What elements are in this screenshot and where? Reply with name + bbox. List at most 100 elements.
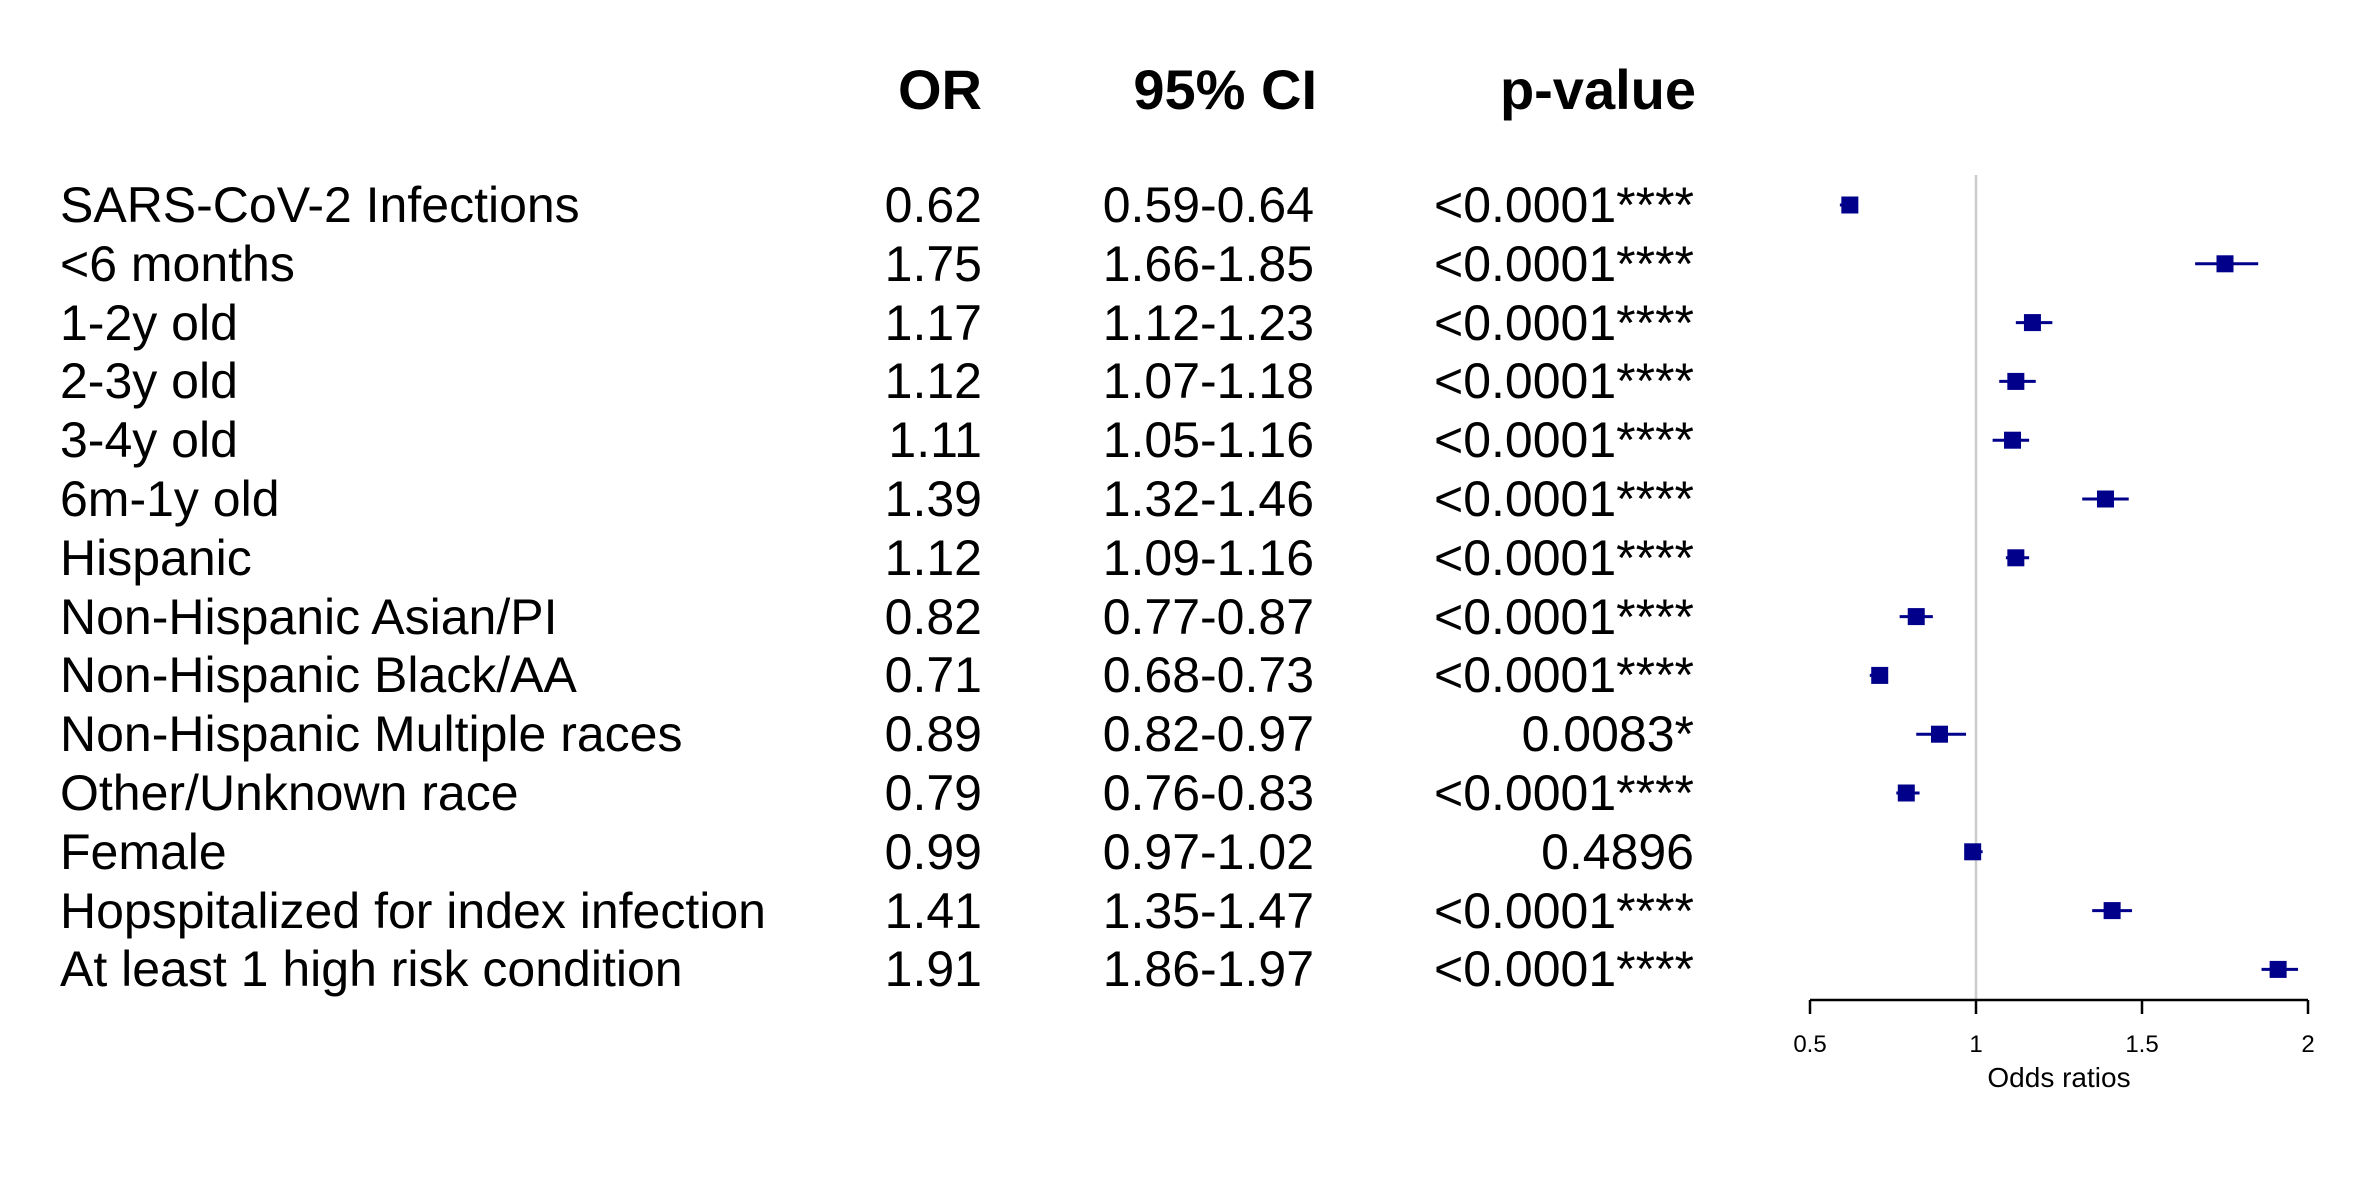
table-row: Hopspitalized for index infection 1.41 1.3… — [0, 882, 1800, 940]
row-label: 6m-1y old — [60, 471, 280, 527]
ci-value: 0.68-0.73 — [1102, 647, 1314, 704]
p-cell: 0.0083* — [1294, 705, 1694, 763]
p-cell: <0.0001**** — [1294, 764, 1694, 822]
ci-value: 1.86-1.97 — [1102, 941, 1314, 998]
p-cell: <0.0001**** — [1294, 940, 1694, 998]
ci-cell: 1.32-1.46 — [914, 470, 1314, 528]
table-row: Other/Unknown race 0.79 0.76-0.83 <0.0001**… — [0, 764, 1800, 822]
or-marker — [2007, 372, 2025, 390]
or-marker — [2007, 549, 2025, 567]
row-label: Female — [60, 823, 227, 880]
p-cell: <0.0001**** — [1294, 529, 1694, 587]
or-cell: 0.82 — [682, 588, 982, 646]
or-value: 1.91 — [884, 941, 982, 998]
row-label: <6 months — [60, 235, 295, 292]
or-cell: 1.91 — [682, 940, 982, 998]
or-cell: 0.99 — [682, 823, 982, 881]
or-marker — [1964, 843, 1982, 861]
row-label: Hopspitalized for index infection — [60, 882, 766, 939]
or-value: 0.82 — [884, 588, 982, 645]
p-cell: <0.0001**** — [1294, 411, 1694, 469]
p-value: <0.0001**** — [1434, 471, 1694, 527]
x-tick-label: 2 — [2301, 1031, 2314, 1058]
ci-cell: 1.12-1.23 — [914, 294, 1314, 352]
table-row: Non-Hispanic Black/AA 0.71 0.68-0.73 <0.000… — [0, 646, 1800, 704]
row-label: Non-Hispanic Multiple races — [60, 706, 683, 763]
row-label: 1-2y old — [60, 294, 238, 351]
p-value: <0.0001**** — [1434, 294, 1694, 351]
or-marker — [1841, 196, 1859, 214]
p-cell: <0.0001**** — [1294, 470, 1694, 528]
p-value: <0.0001**** — [1434, 588, 1694, 645]
p-cell: <0.0001**** — [1294, 882, 1694, 940]
p-value: <0.0001**** — [1434, 882, 1694, 939]
or-value: 0.89 — [884, 706, 982, 763]
or-marker — [1871, 666, 1889, 684]
ci-value: 1.05-1.16 — [1102, 412, 1314, 469]
p-value: <0.0001**** — [1434, 235, 1694, 292]
or-marker — [1897, 784, 1915, 802]
or-marker — [2269, 960, 2287, 978]
ci-value: 1.12-1.23 — [1102, 294, 1314, 351]
row-label: Other/Unknown race — [60, 765, 519, 821]
p-value: <0.0001**** — [1434, 765, 1694, 821]
or-cell: 1.17 — [682, 294, 982, 352]
ci-value: 1.07-1.18 — [1102, 353, 1314, 410]
table-row: At least 1 high risk condition 1.91 1.86-1… — [0, 940, 1800, 998]
p-cell: 0.4896 — [1294, 823, 1694, 881]
or-value: 1.11 — [888, 412, 982, 469]
header-or: OR — [898, 58, 982, 121]
row-label: 3-4y old — [60, 412, 238, 469]
or-marker — [1907, 608, 1925, 626]
table-row: <6 months 1.75 1.66-1.85 <0.0001**** — [0, 235, 1800, 293]
row-label: At least 1 high risk condition — [60, 941, 683, 998]
p-cell: <0.0001**** — [1294, 352, 1694, 410]
ci-cell: 1.07-1.18 — [914, 352, 1314, 410]
or-value: 0.71 — [884, 647, 982, 704]
table-row: 2-3y old 1.12 1.07-1.18 <0.0001**** — [0, 352, 1800, 410]
or-cell: 1.75 — [682, 235, 982, 293]
or-marker — [2103, 902, 2121, 920]
or-value: 0.99 — [884, 823, 982, 880]
x-axis-title: Odds ratios — [1987, 1062, 2130, 1093]
ci-cell: 1.09-1.16 — [914, 529, 1314, 587]
ci-value: 1.66-1.85 — [1102, 235, 1314, 292]
or-cell: 1.12 — [682, 529, 982, 587]
table-row: Non-Hispanic Asian/PI 0.82 0.77-0.87 <0.000… — [0, 588, 1800, 646]
table-row: Non-Hispanic Multiple races 0.89 0.82-0.97… — [0, 705, 1800, 763]
row-label: Non-Hispanic Asian/PI — [60, 588, 558, 645]
p-value: <0.0001**** — [1434, 177, 1694, 233]
p-cell: <0.0001**** — [1294, 176, 1694, 234]
or-value: 1.75 — [884, 235, 982, 292]
or-cell: 0.62 — [682, 176, 982, 234]
p-value: <0.0001**** — [1434, 941, 1694, 998]
ci-cell: 0.59-0.64 — [914, 176, 1314, 234]
p-value: <0.0001**** — [1434, 353, 1694, 410]
row-label: Hispanic — [60, 529, 252, 586]
or-value: 1.41 — [884, 882, 982, 939]
or-cell: 1.39 — [682, 470, 982, 528]
or-value: 1.12 — [884, 353, 982, 410]
table-rows: SARS-CoV-2 Infections 0.62 0.59-0.64 <0.000… — [0, 176, 1800, 998]
p-cell: <0.0001**** — [1294, 588, 1694, 646]
ci-cell: 0.82-0.97 — [914, 705, 1314, 763]
table-row: Hispanic 1.12 1.09-1.16 <0.0001**** — [0, 529, 1800, 587]
row-label: 2-3y old — [60, 353, 238, 410]
p-value: <0.0001**** — [1434, 647, 1694, 704]
or-cell: 0.89 — [682, 705, 982, 763]
p-value: 0.0083* — [1521, 706, 1694, 763]
ci-value: 0.76-0.83 — [1102, 765, 1314, 821]
ci-cell: 0.76-0.83 — [914, 764, 1314, 822]
x-tick-label: 1 — [1969, 1031, 1982, 1058]
header-p-value: p-value — [1499, 58, 1696, 121]
or-marker — [1930, 725, 1948, 743]
p-cell: <0.0001**** — [1294, 646, 1694, 704]
or-cell: 1.11 — [682, 411, 982, 469]
table-row: Female 0.99 0.97-1.02 0.4896 — [0, 823, 1800, 881]
ci-cell: 1.05-1.16 — [914, 411, 1314, 469]
row-label: Non-Hispanic Black/AA — [60, 647, 577, 704]
or-value: 0.62 — [884, 177, 982, 233]
table-row: 3-4y old 1.11 1.05-1.16 <0.0001**** — [0, 411, 1800, 469]
